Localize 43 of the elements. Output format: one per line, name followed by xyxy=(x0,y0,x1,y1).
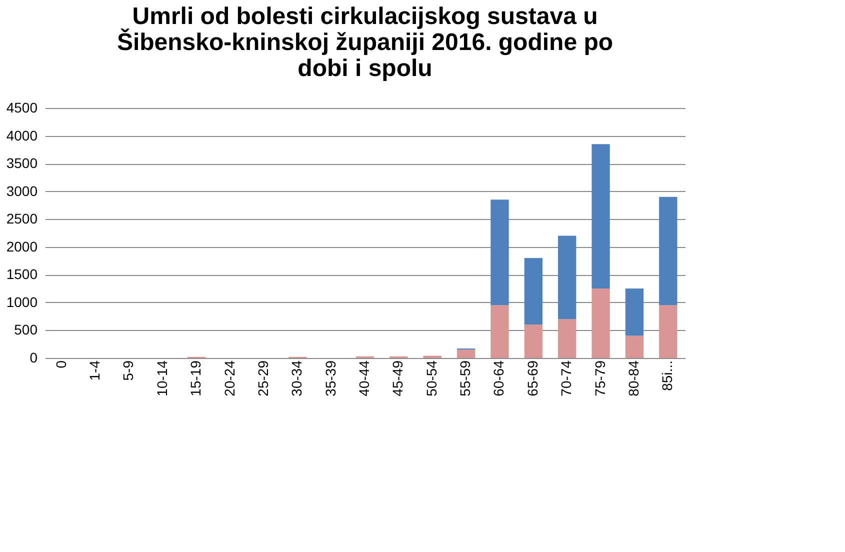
x-tick-label: 10-14 xyxy=(154,360,170,396)
x-tick-label: 5-9 xyxy=(120,360,136,381)
x-tick-label: 85i... xyxy=(659,360,676,391)
bar xyxy=(490,305,509,358)
chart-title: Umrli od bolesti cirkulacijskog sustava u Šibensko-kninskoj županiji 2016. godine po dobi i spolu xyxy=(116,3,614,82)
x-tick-label: 20-24 xyxy=(221,360,238,396)
y-tick-label: 4000 xyxy=(6,127,38,144)
x-tick-label: 60-64 xyxy=(490,360,507,396)
bar xyxy=(625,288,644,336)
bar xyxy=(592,288,610,358)
x-tick-label: 30-34 xyxy=(288,360,305,396)
x-tick-label: 35-39 xyxy=(322,360,338,396)
x-tick-label: 15-19 xyxy=(188,360,204,396)
y-tick-label: 1500 xyxy=(6,266,38,282)
y-tick-label: 2500 xyxy=(6,210,38,227)
x-tick-label: 1-4 xyxy=(86,360,103,381)
x-tick-label: 75-79 xyxy=(592,360,608,396)
bar xyxy=(558,319,576,358)
bar xyxy=(659,196,678,306)
y-tick-label: 2000 xyxy=(6,238,38,254)
bar xyxy=(592,144,610,289)
bar xyxy=(659,305,678,358)
x-tick-label: 55-59 xyxy=(457,360,474,396)
y-tick-label: 0 xyxy=(30,350,38,366)
x-tick-label: 40-44 xyxy=(356,360,372,396)
y-tick-label: 1000 xyxy=(6,294,38,310)
bar xyxy=(524,258,543,325)
bar xyxy=(558,236,576,320)
y-tick-label: 3000 xyxy=(6,182,38,199)
y-tick-label: 500 xyxy=(14,322,38,338)
x-tick-label: 80-84 xyxy=(625,360,642,396)
bar xyxy=(456,350,476,358)
y-tick-label: 4500 xyxy=(6,100,38,116)
x-tick-label: 70-74 xyxy=(558,360,574,396)
x-tick-label: 65-69 xyxy=(524,360,540,396)
bar xyxy=(490,200,509,306)
bar xyxy=(625,336,644,358)
x-tick-label: 25-29 xyxy=(254,360,271,396)
x-tick-label: 45-49 xyxy=(390,360,406,396)
x-tick-label: 0 xyxy=(52,360,69,368)
x-tick-label: 50-54 xyxy=(423,360,440,396)
y-tick-label: 3500 xyxy=(6,155,38,172)
bar xyxy=(524,324,543,358)
